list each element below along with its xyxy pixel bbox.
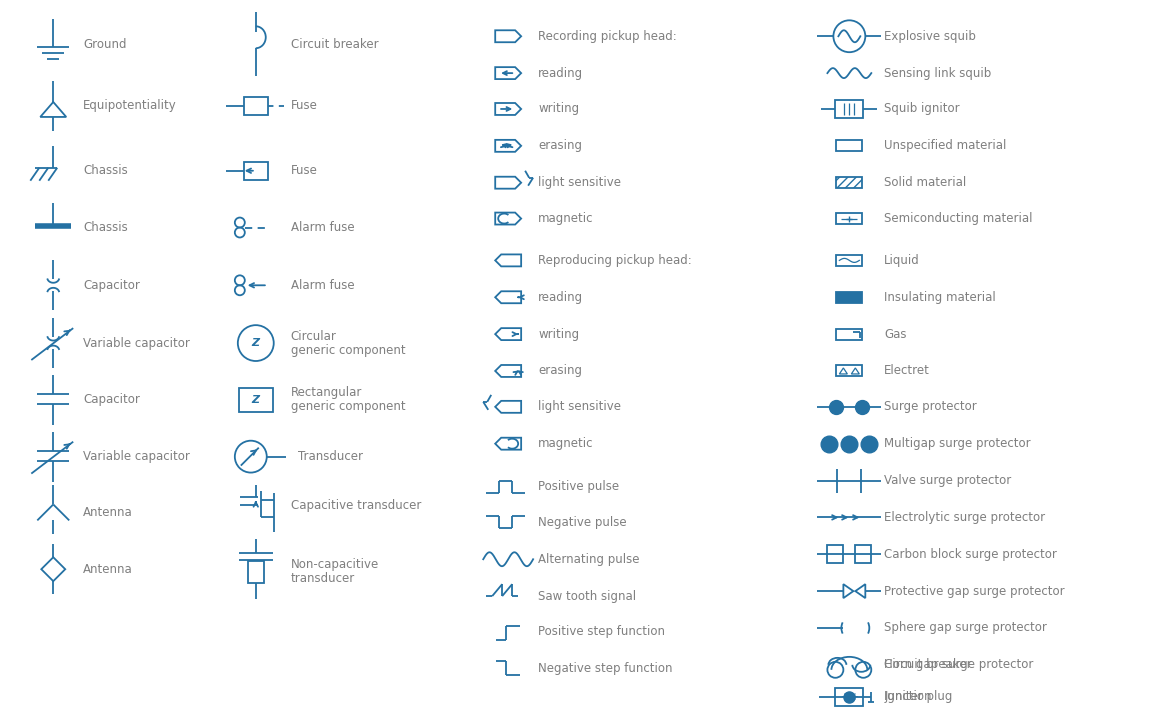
Bar bbox=[835, 688, 863, 705]
Text: writing: writing bbox=[538, 102, 579, 115]
Text: Alarm fuse: Alarm fuse bbox=[291, 279, 355, 291]
Text: Negative pulse: Negative pulse bbox=[538, 516, 627, 529]
Text: writing: writing bbox=[538, 328, 579, 341]
Bar bbox=[836, 365, 862, 376]
Text: Z: Z bbox=[251, 338, 259, 348]
Text: Transducer: Transducer bbox=[298, 450, 363, 463]
Text: Explosive squib: Explosive squib bbox=[884, 30, 976, 43]
Text: Surge protector: Surge protector bbox=[884, 400, 977, 413]
Text: Antenna: Antenna bbox=[84, 506, 133, 519]
Text: Recording pickup head:: Recording pickup head: bbox=[538, 30, 677, 43]
Bar bbox=[248, 561, 264, 583]
Text: +: + bbox=[850, 692, 858, 702]
Text: Ground: Ground bbox=[84, 38, 127, 51]
Bar bbox=[244, 162, 267, 180]
Text: Negative step function: Negative step function bbox=[538, 663, 672, 675]
Text: Sphere gap surge protector: Sphere gap surge protector bbox=[884, 621, 1047, 634]
Text: Liquid: Liquid bbox=[884, 254, 920, 267]
Bar bbox=[836, 255, 862, 266]
Text: Fuse: Fuse bbox=[291, 165, 317, 177]
Text: Electret: Electret bbox=[884, 365, 930, 378]
Bar bbox=[836, 177, 862, 189]
Text: Variable capacitor: Variable capacitor bbox=[84, 336, 190, 349]
Bar bbox=[855, 545, 871, 563]
Bar bbox=[836, 291, 862, 303]
Text: magnetic: magnetic bbox=[538, 437, 593, 450]
Text: magnetic: magnetic bbox=[538, 212, 593, 225]
Text: Non-capacitive: Non-capacitive bbox=[291, 558, 379, 571]
Bar bbox=[836, 213, 862, 224]
Text: Variable capacitor: Variable capacitor bbox=[84, 450, 190, 463]
Text: Equipotentiality: Equipotentiality bbox=[84, 99, 177, 112]
Text: Carbon block surge protector: Carbon block surge protector bbox=[884, 548, 1057, 560]
Text: Capacitor: Capacitor bbox=[84, 394, 140, 406]
Text: Circuit breaker: Circuit breaker bbox=[884, 658, 972, 671]
Text: Multigap surge protector: Multigap surge protector bbox=[884, 437, 1030, 450]
Text: generic component: generic component bbox=[291, 344, 406, 357]
Text: Gas: Gas bbox=[884, 328, 907, 341]
Text: transducer: transducer bbox=[291, 572, 355, 584]
Text: Circuit breaker: Circuit breaker bbox=[291, 38, 378, 51]
Bar bbox=[827, 545, 843, 563]
Text: Antenna: Antenna bbox=[84, 563, 133, 576]
Text: light sensitive: light sensitive bbox=[538, 176, 621, 189]
Text: Squib ignitor: Squib ignitor bbox=[884, 102, 959, 115]
Text: Chassis: Chassis bbox=[84, 221, 128, 234]
Text: Solid material: Solid material bbox=[884, 176, 966, 189]
Text: Positive step function: Positive step function bbox=[538, 626, 665, 639]
Text: reading: reading bbox=[538, 67, 583, 80]
Text: Chassis: Chassis bbox=[84, 165, 128, 177]
Text: Semiconducting material: Semiconducting material bbox=[884, 212, 1033, 225]
Text: Positive pulse: Positive pulse bbox=[538, 480, 619, 493]
Text: +: + bbox=[841, 692, 848, 702]
Text: Alternating pulse: Alternating pulse bbox=[538, 552, 640, 566]
Text: Rectangular: Rectangular bbox=[291, 386, 362, 399]
Bar bbox=[244, 97, 267, 115]
Text: Alarm fuse: Alarm fuse bbox=[291, 221, 355, 234]
Text: light sensitive: light sensitive bbox=[538, 400, 621, 413]
Text: Circular: Circular bbox=[291, 330, 336, 343]
Text: Unspecified material: Unspecified material bbox=[884, 139, 1007, 152]
Text: Sensing link squib: Sensing link squib bbox=[884, 67, 992, 80]
Text: reading: reading bbox=[538, 291, 583, 304]
Text: Capacitive transducer: Capacitive transducer bbox=[291, 499, 421, 512]
Text: Reproducing pickup head:: Reproducing pickup head: bbox=[538, 254, 692, 267]
Text: Z: Z bbox=[251, 395, 259, 405]
Text: Horn gap surge protector: Horn gap surge protector bbox=[884, 658, 1034, 671]
Bar bbox=[836, 328, 862, 339]
Text: generic component: generic component bbox=[291, 400, 406, 413]
Text: Saw tooth signal: Saw tooth signal bbox=[538, 589, 636, 602]
Text: Valve surge protector: Valve surge protector bbox=[884, 474, 1012, 487]
Bar bbox=[836, 141, 862, 152]
Text: Insulating material: Insulating material bbox=[884, 291, 996, 304]
Text: erasing: erasing bbox=[538, 139, 583, 152]
Text: erasing: erasing bbox=[538, 365, 583, 378]
Text: Electrolytic surge protector: Electrolytic surge protector bbox=[884, 511, 1046, 524]
Bar bbox=[238, 388, 273, 412]
Bar bbox=[835, 100, 863, 118]
Text: Protective gap surge protector: Protective gap surge protector bbox=[884, 584, 1065, 597]
Text: Igniter plug: Igniter plug bbox=[884, 690, 952, 703]
Text: Junction: Junction bbox=[884, 690, 932, 703]
Text: Capacitor: Capacitor bbox=[84, 279, 140, 291]
Text: Fuse: Fuse bbox=[291, 99, 317, 112]
